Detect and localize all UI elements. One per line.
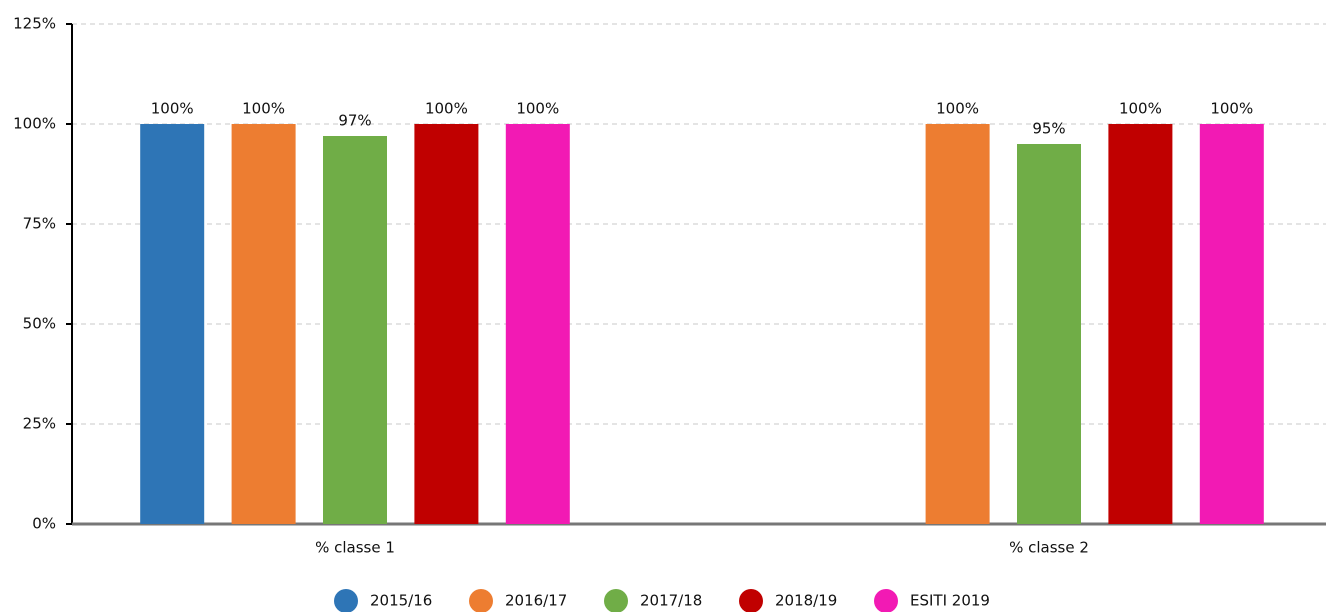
bar <box>505 124 570 524</box>
legend-swatch <box>874 589 898 612</box>
bar <box>925 124 990 524</box>
value-label: 100% <box>1210 100 1253 118</box>
value-label: 100% <box>242 100 285 118</box>
legend-label: 2018/19 <box>775 592 837 610</box>
value-label: 100% <box>936 100 979 118</box>
y-tick-label: 50% <box>23 315 56 333</box>
legend-swatch <box>469 589 493 612</box>
y-tick-label: 25% <box>23 415 56 433</box>
value-label: 97% <box>338 112 371 130</box>
bar <box>1017 144 1081 524</box>
y-tick-label: 75% <box>23 215 56 233</box>
value-label: 100% <box>425 100 468 118</box>
bar <box>1108 124 1173 524</box>
y-tick-label: 125% <box>13 15 56 33</box>
x-tick-label: % classe 1 <box>315 539 395 557</box>
legend-label: ESITI 2019 <box>910 592 990 610</box>
legend-label: 2017/18 <box>640 592 702 610</box>
value-label: 95% <box>1032 120 1065 138</box>
x-tick-label: % classe 2 <box>1009 539 1089 557</box>
value-label: 100% <box>151 100 194 118</box>
y-tick-label: 100% <box>13 115 56 133</box>
bar <box>231 124 296 524</box>
legend-label: 2015/16 <box>370 592 432 610</box>
value-label: 100% <box>516 100 559 118</box>
bar <box>1199 124 1264 524</box>
bar <box>414 124 479 524</box>
y-tick-label: 0% <box>32 515 56 533</box>
bar <box>140 124 205 524</box>
legend-label: 2016/17 <box>505 592 567 610</box>
value-label: 100% <box>1119 100 1162 118</box>
legend-swatch <box>334 589 358 612</box>
legend-swatch <box>739 589 763 612</box>
bar <box>323 136 387 524</box>
legend-swatch <box>604 589 628 612</box>
